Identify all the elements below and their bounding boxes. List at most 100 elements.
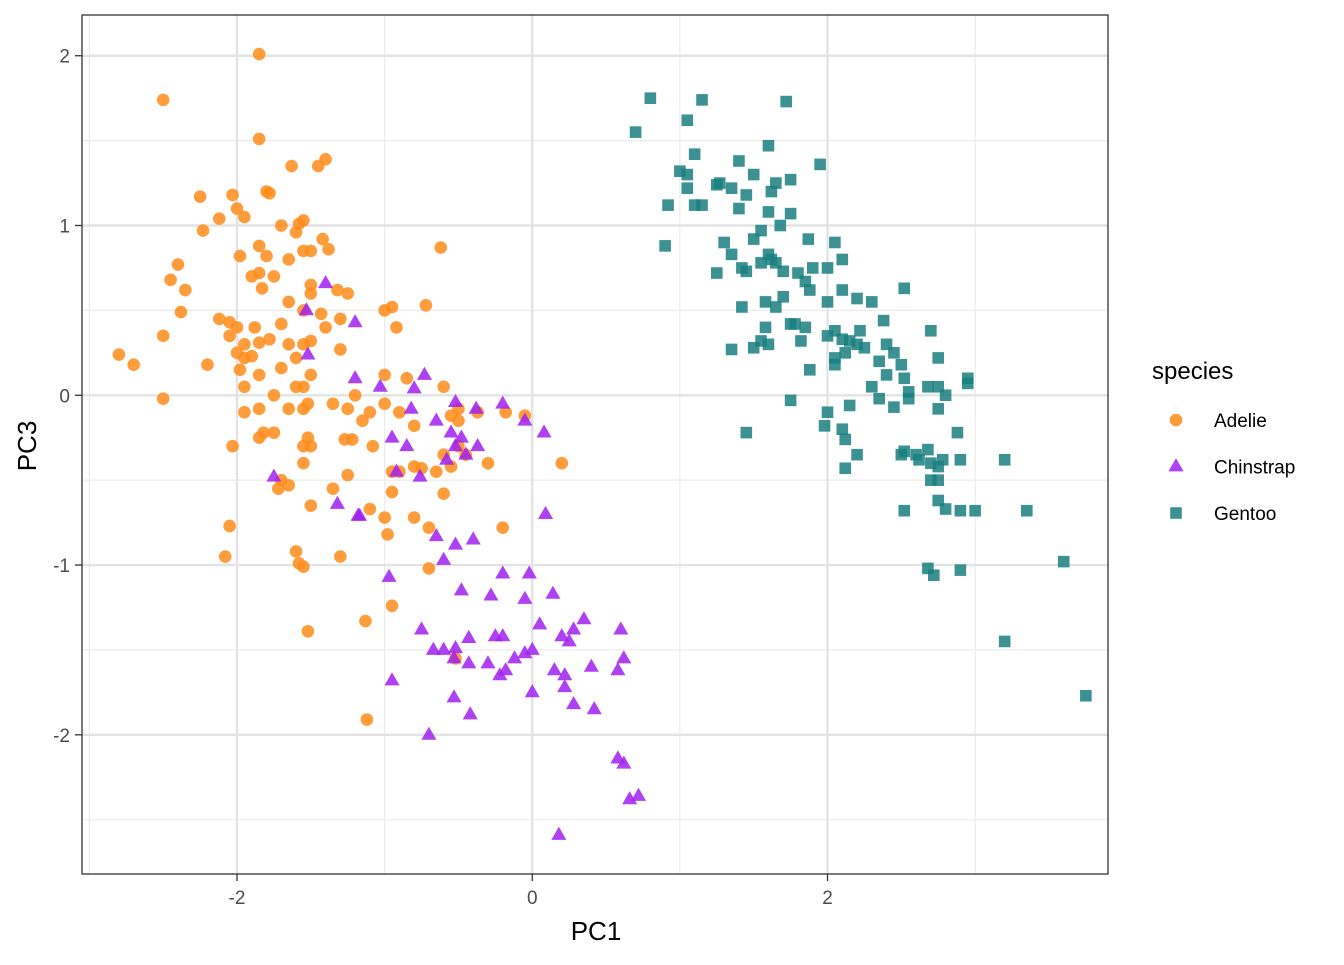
point-adelie bbox=[331, 283, 344, 297]
point-chinstrap bbox=[546, 662, 562, 676]
point-gentoo bbox=[674, 165, 686, 177]
point-gentoo bbox=[969, 504, 981, 517]
point-gentoo bbox=[932, 460, 945, 473]
point-adelie bbox=[378, 397, 391, 411]
point-adelie bbox=[255, 282, 269, 295]
point-gentoo bbox=[740, 189, 753, 201]
point-adelie bbox=[334, 550, 347, 563]
point-gentoo bbox=[799, 321, 812, 334]
point-chinstrap bbox=[318, 275, 334, 289]
point-adelie bbox=[274, 361, 288, 375]
point-chinstrap bbox=[506, 650, 523, 664]
point-adelie bbox=[218, 550, 232, 563]
point-chinstrap bbox=[576, 611, 592, 625]
point-adelie bbox=[282, 402, 295, 416]
point-gentoo bbox=[733, 202, 745, 215]
point-gentoo bbox=[725, 182, 738, 194]
point-gentoo bbox=[733, 155, 745, 167]
point-gentoo bbox=[898, 445, 911, 458]
point-gentoo bbox=[710, 267, 723, 279]
point-adelie bbox=[223, 329, 236, 343]
series-chinstrap bbox=[266, 275, 647, 840]
point-chinstrap bbox=[495, 565, 511, 579]
point-gentoo bbox=[696, 199, 708, 211]
point-gentoo bbox=[939, 503, 952, 515]
point-gentoo bbox=[839, 347, 852, 359]
legend-label-gentoo: Gentoo bbox=[1214, 504, 1276, 525]
point-chinstrap bbox=[384, 672, 400, 686]
point-adelie bbox=[248, 321, 262, 334]
point-chinstrap bbox=[566, 621, 582, 635]
y-tick-label: -1 bbox=[53, 556, 70, 577]
point-adelie bbox=[304, 368, 318, 382]
point-adelie bbox=[345, 433, 359, 446]
point-adelie bbox=[334, 312, 347, 326]
point-adelie bbox=[419, 298, 433, 312]
point-adelie bbox=[196, 224, 210, 237]
point-chinstrap bbox=[453, 582, 469, 596]
point-chinstrap bbox=[428, 412, 444, 426]
y-tick-label: 0 bbox=[59, 386, 70, 407]
point-adelie bbox=[319, 321, 332, 334]
point-chinstrap bbox=[428, 527, 444, 542]
point-gentoo bbox=[784, 207, 797, 220]
point-adelie bbox=[422, 521, 436, 534]
point-chinstrap bbox=[521, 565, 537, 579]
point-adelie bbox=[378, 368, 391, 382]
point-gentoo bbox=[928, 569, 940, 582]
axes: -2 0 2 2 1 0 -1 -2 bbox=[53, 14, 1109, 909]
point-gentoo bbox=[818, 420, 831, 432]
point-chinstrap bbox=[551, 826, 567, 840]
point-gentoo bbox=[902, 392, 915, 405]
point-gentoo bbox=[770, 177, 782, 189]
point-gentoo bbox=[829, 358, 841, 371]
point-gentoo bbox=[954, 564, 967, 576]
point-chinstrap bbox=[566, 696, 582, 710]
point-gentoo bbox=[762, 206, 775, 218]
point-adelie bbox=[233, 249, 247, 263]
point-chinstrap bbox=[524, 641, 540, 655]
point-gentoo bbox=[784, 173, 797, 186]
point-adelie bbox=[238, 405, 251, 419]
point-chinstrap bbox=[631, 787, 647, 801]
point-chinstrap bbox=[557, 667, 573, 681]
point-gentoo bbox=[898, 282, 911, 295]
x-tick-label: -2 bbox=[229, 888, 246, 909]
series-gentoo bbox=[629, 92, 1092, 702]
point-gentoo bbox=[836, 253, 849, 266]
point-adelie bbox=[282, 253, 295, 266]
legend-label-adelie: Adelie bbox=[1214, 411, 1267, 432]
point-gentoo bbox=[803, 364, 816, 376]
point-adelie bbox=[230, 321, 244, 334]
point-adelie bbox=[274, 317, 288, 331]
point-chinstrap bbox=[439, 451, 455, 465]
point-gentoo bbox=[777, 291, 790, 303]
point-chinstrap bbox=[443, 424, 459, 438]
point-chinstrap bbox=[616, 650, 632, 664]
point-adelie bbox=[301, 624, 315, 638]
point-adelie bbox=[434, 241, 448, 254]
point-gentoo bbox=[681, 168, 694, 181]
x-tick-label: 0 bbox=[527, 888, 538, 909]
legend-key-chinstrap bbox=[1168, 458, 1184, 472]
point-gentoo bbox=[780, 95, 792, 108]
point-chinstrap bbox=[495, 628, 511, 642]
point-gentoo bbox=[1080, 689, 1092, 702]
point-adelie bbox=[304, 287, 318, 300]
point-gentoo bbox=[762, 139, 775, 152]
point-chinstrap bbox=[329, 495, 345, 509]
point-chinstrap bbox=[554, 628, 570, 642]
point-gentoo bbox=[873, 355, 885, 368]
point-gentoo bbox=[799, 275, 812, 288]
point-adelie bbox=[341, 402, 355, 416]
point-adelie bbox=[437, 380, 450, 394]
point-gentoo bbox=[681, 182, 694, 194]
point-adelie bbox=[378, 304, 391, 317]
point-adelie bbox=[499, 405, 512, 419]
point-gentoo bbox=[747, 341, 760, 354]
point-gentoo bbox=[736, 262, 748, 274]
point-gentoo bbox=[854, 324, 866, 337]
point-gentoo bbox=[961, 377, 974, 390]
point-chinstrap bbox=[347, 370, 363, 384]
point-gentoo bbox=[740, 426, 753, 439]
